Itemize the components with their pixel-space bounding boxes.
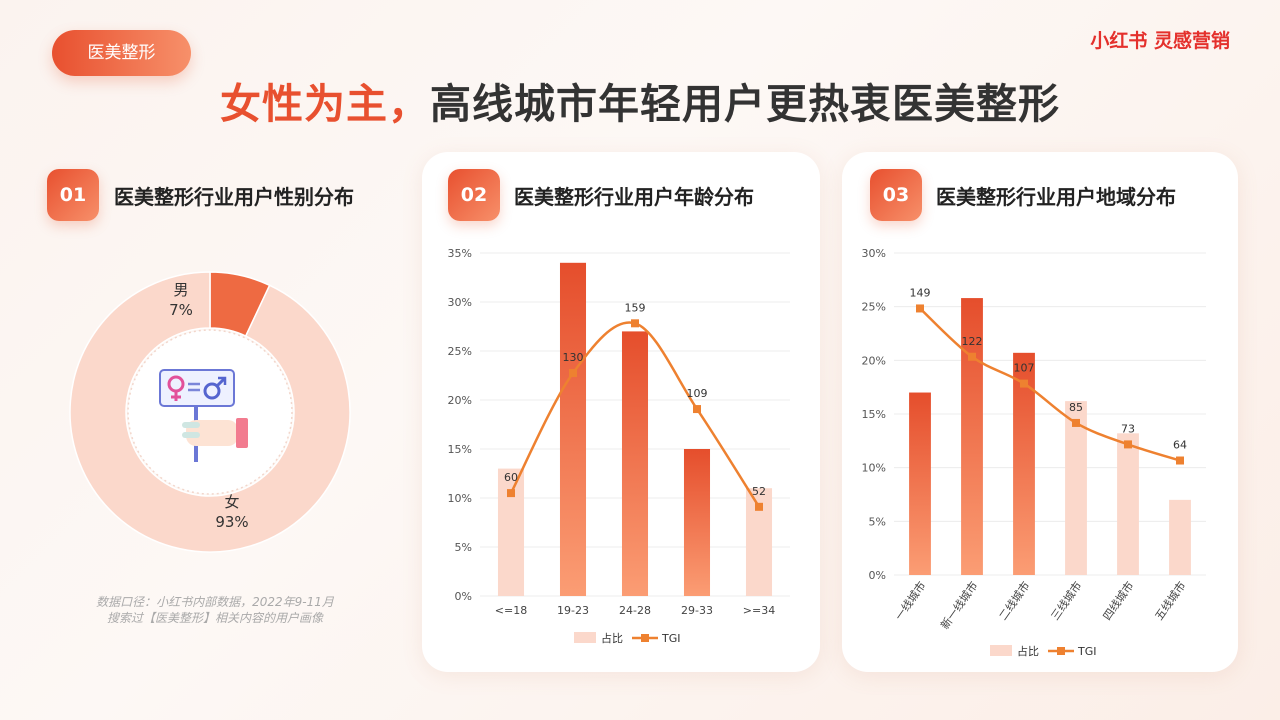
x-tick-label: 三线城市: [1048, 579, 1085, 623]
legend-label: 占比: [1017, 644, 1039, 658]
section-title: 医美整形行业用户地域分布: [936, 185, 1176, 209]
tgi-data-label: 130: [563, 351, 584, 364]
bar: [1013, 352, 1035, 575]
x-tick-label: 24-28: [619, 604, 651, 617]
tgi-data-label: 122: [962, 335, 983, 348]
legend-swatch: [990, 645, 1012, 656]
x-tick-label: 四线城市: [1100, 579, 1137, 623]
tgi-data-label: 149: [910, 286, 931, 299]
gender-equality-icon: [159, 369, 248, 462]
y-tick-label: 30%: [448, 296, 472, 309]
age-distribution-chart: 0% 5% 10% 15% 20% 25% 30% 35% <=18 19-23 24-28 29-3…: [448, 247, 790, 645]
section-number-badge: 03: [870, 169, 922, 221]
x-tick-label: <=18: [495, 604, 527, 617]
tgi-data-label: 107: [1014, 362, 1035, 375]
y-tick-label: 15%: [448, 443, 472, 456]
bar: [1065, 401, 1087, 575]
y-tick-label: 30%: [862, 247, 886, 260]
legend-label: 占比: [601, 631, 623, 645]
tgi-data-label: 73: [1121, 422, 1135, 435]
category-tag: 医美整形: [52, 30, 191, 76]
legend-label: TGI: [661, 632, 681, 645]
tgi-marker: [968, 352, 976, 361]
legend-label: TGI: [1077, 645, 1097, 658]
bar: [909, 392, 931, 575]
y-tick-label: 15%: [862, 408, 886, 421]
x-tick-label: 新一线城市: [937, 579, 980, 632]
tgi-marker: [1176, 456, 1184, 465]
x-tick-label: 二线城市: [996, 579, 1033, 623]
legend-marker: [1057, 647, 1065, 655]
slice-value-label: 93%: [215, 513, 248, 531]
page-title: 女性为主，高线城市年轻用户更热衷医美整形: [0, 70, 1280, 130]
tgi-marker: [693, 405, 701, 414]
brand-logo: 小红书 灵感营销: [1090, 30, 1230, 52]
bar: [961, 298, 983, 575]
legend-marker: [641, 634, 649, 642]
x-tick-label: 一线城市: [892, 579, 929, 623]
section-title: 医美整形行业用户年龄分布: [514, 185, 754, 209]
y-tick-label: 5%: [455, 541, 472, 554]
tgi-data-label: 64: [1173, 439, 1187, 452]
tgi-marker: [631, 319, 639, 328]
x-tick-label: >=34: [743, 604, 775, 617]
y-tick-label: 0%: [869, 569, 886, 582]
y-tick-label: 0%: [455, 590, 472, 603]
y-tick-label: 5%: [869, 515, 886, 528]
tgi-marker: [916, 304, 924, 313]
region-distribution-chart: 0% 5% 10% 15% 20% 25% 30% 一线城市 新一线城市 二线城市 三线城市 四线城市…: [862, 247, 1206, 658]
tgi-marker: [1072, 418, 1080, 427]
bar: [1169, 499, 1191, 575]
x-tick-label: 五线城市: [1152, 579, 1189, 623]
bar: [1117, 433, 1139, 575]
donut-slice: [69, 271, 351, 553]
tgi-marker: [507, 489, 515, 498]
tgi-data-label: 159: [625, 301, 646, 314]
slice-label: 女: [224, 493, 239, 511]
slice-value-label: 7%: [169, 301, 193, 319]
note-line: 搜索过【医美整形】相关内容的用户画像: [106, 611, 323, 625]
x-tick-label: 19-23: [557, 604, 589, 617]
bar: [497, 468, 525, 596]
region-chart-card: [842, 152, 1238, 672]
note-line: 数据口径：小红书内部数据，2022年9-11月: [96, 595, 334, 609]
bar: [621, 331, 649, 596]
tgi-marker: [1124, 440, 1132, 449]
y-tick-label: 20%: [862, 354, 886, 367]
y-tick-label: 10%: [862, 462, 886, 475]
y-tick-label: 10%: [448, 492, 472, 505]
tgi-line: [919, 307, 1181, 462]
y-tick-label: 25%: [862, 301, 886, 314]
section-title: 医美整形行业用户性别分布: [114, 185, 354, 209]
bar: [683, 449, 711, 596]
tgi-data-label: 109: [687, 387, 708, 400]
title-accent: 女性为主，: [220, 80, 430, 128]
x-tick-label: 29-33: [681, 604, 713, 617]
tgi-marker: [755, 502, 763, 511]
data-source-note: 数据口径：小红书内部数据，2022年9-11月 搜索过【医美整形】相关内容的用户…: [60, 594, 370, 626]
tgi-marker: [1020, 379, 1028, 388]
y-tick-label: 20%: [448, 394, 472, 407]
section-number-badge: 01: [47, 169, 99, 221]
tgi-data-label: 52: [752, 485, 766, 498]
section-number-badge: 02: [448, 169, 500, 221]
y-tick-label: 25%: [448, 345, 472, 358]
gender-donut-chart: 男 7% 女 93%: [69, 271, 351, 553]
tgi-data-label: 60: [504, 471, 518, 484]
donut-center: [127, 329, 293, 495]
slice-label: 男: [173, 281, 188, 299]
legend-swatch: [574, 632, 596, 643]
title-main: 高线城市年轻用户更热衷医美整形: [430, 80, 1060, 128]
bar: [559, 262, 587, 596]
tgi-data-label: 85: [1069, 401, 1083, 414]
tgi-marker: [569, 369, 577, 378]
y-tick-label: 35%: [448, 247, 472, 260]
